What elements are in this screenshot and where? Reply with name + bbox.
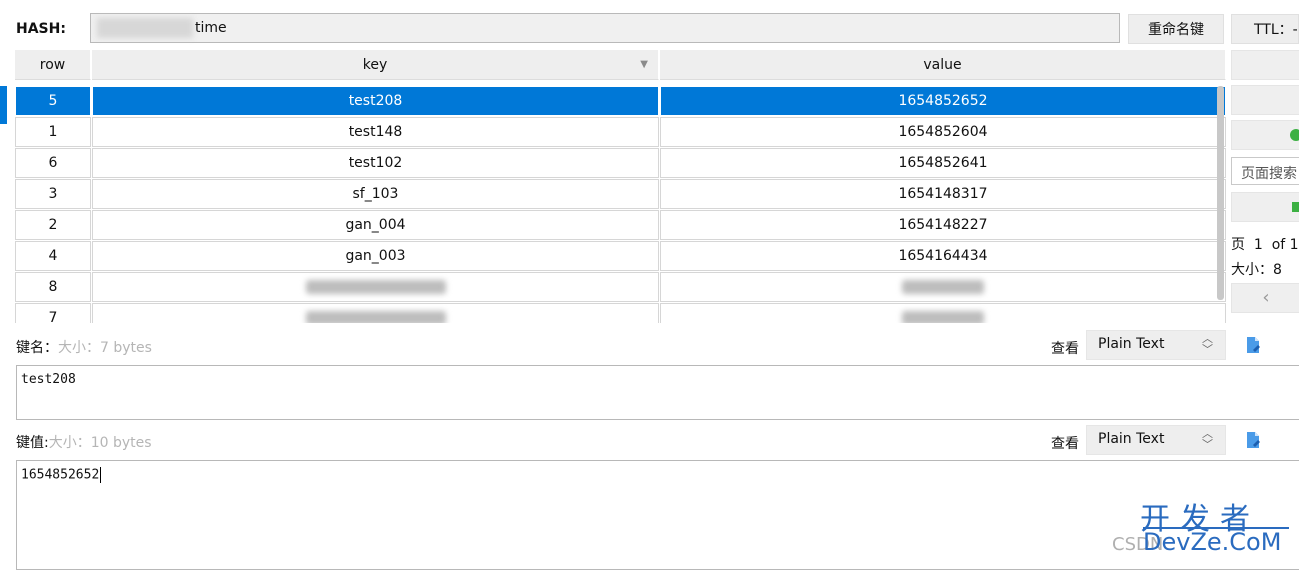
row-cell[interactable]: 7 — [15, 303, 91, 323]
value-cell[interactable]: 1654164434 — [660, 241, 1226, 271]
watermark-site: DevZe.CoM — [1143, 528, 1282, 556]
save-file-icon[interactable] — [1245, 431, 1261, 449]
text-caret — [100, 467, 102, 483]
row-cell[interactable]: 6 — [15, 148, 91, 178]
blurred-value — [902, 280, 984, 294]
ttl-button[interactable]: TTL：- — [1231, 14, 1299, 44]
key-size-hint: 大小：7 bytes — [58, 340, 152, 356]
value-editor-header: 键值:大小：10 bytes — [16, 432, 152, 452]
key-editor[interactable]: test208 — [16, 365, 1299, 420]
add-row-button[interactable] — [1231, 192, 1299, 222]
watermark-divider — [1143, 527, 1289, 529]
value-size-hint: 大小：10 bytes — [48, 435, 152, 451]
column-header-row[interactable]: row — [15, 50, 91, 80]
table-row[interactable]: 5 test208 1654852652 — [15, 86, 1227, 117]
table-row[interactable]: 1 test148 1654852604 — [15, 117, 1227, 148]
value-cell[interactable] — [660, 303, 1226, 323]
reload-button[interactable] — [1231, 120, 1299, 150]
side-action-button-2[interactable] — [1231, 85, 1299, 115]
chevron-left-icon: ‹ — [1262, 287, 1270, 308]
key-label: 键名： — [16, 340, 58, 356]
value-format-value: Plain Text — [1098, 431, 1165, 447]
row-cell[interactable]: 8 — [15, 272, 91, 302]
table-scrollbar[interactable] — [1217, 86, 1224, 300]
hash-table[interactable]: row key ▼ value 5 test208 1654852652 1 t… — [15, 50, 1227, 323]
column-header-key-label: key — [362, 56, 388, 73]
watermark-title: 开发者 — [1140, 502, 1260, 537]
page-total: of 1 — [1271, 237, 1299, 253]
column-header-row-label: row — [39, 56, 66, 73]
key-cell[interactable]: test102 — [92, 148, 659, 178]
table-row[interactable]: 6 test102 1654852641 — [15, 148, 1227, 179]
key-cell[interactable] — [92, 272, 659, 302]
key-cell[interactable]: test148 — [92, 117, 659, 147]
selection-marker — [0, 86, 7, 124]
row-cell[interactable]: 3 — [15, 179, 91, 209]
side-action-button-1[interactable] — [1231, 50, 1299, 80]
key-editor-text: test208 — [21, 372, 76, 387]
row-cell[interactable]: 4 — [15, 241, 91, 271]
value-cell[interactable]: 1654852652 — [660, 86, 1226, 116]
column-header-key[interactable]: key ▼ — [92, 50, 659, 80]
table-row[interactable]: 8 — [15, 272, 1227, 303]
row-cell[interactable]: 2 — [15, 210, 91, 240]
hash-name-field[interactable]: time — [90, 13, 1120, 43]
column-header-value-label: value — [923, 56, 962, 73]
page-label: 页 — [1231, 237, 1245, 253]
key-format-value: Plain Text — [1098, 336, 1165, 352]
sort-desc-icon[interactable]: ▼ — [640, 59, 648, 70]
page-number[interactable]: 1 — [1253, 237, 1263, 253]
value-view-label: 查看 — [1051, 436, 1079, 452]
value-cell[interactable]: 1654852641 — [660, 148, 1226, 178]
blurred-value — [902, 311, 984, 323]
add-icon — [1292, 202, 1299, 212]
key-cell[interactable]: gan_004 — [92, 210, 659, 240]
value-editor-text: 1654852652 — [21, 467, 100, 483]
hash-name-suffix: time — [195, 20, 227, 36]
row-cell[interactable]: 1 — [15, 117, 91, 147]
key-editor-header: 键名：大小：7 bytes — [16, 337, 152, 357]
pagination-info: 页 1 of 1 — [1231, 234, 1299, 254]
hash-name-blurred — [97, 18, 193, 38]
row-cell[interactable]: 5 — [15, 86, 91, 116]
value-cell[interactable]: 1654852604 — [660, 117, 1226, 147]
value-cell[interactable]: 1654148317 — [660, 179, 1226, 209]
key-cell[interactable]: sf_103 — [92, 179, 659, 209]
key-cell[interactable]: gan_003 — [92, 241, 659, 271]
select-updown-icon: ︿ ﹀ — [1202, 427, 1213, 451]
table-row[interactable]: 7 — [15, 303, 1227, 323]
csdn-watermark: CSDN — [1112, 534, 1164, 555]
row-count: 大小：8 — [1231, 262, 1282, 278]
blurred-key — [305, 311, 446, 323]
key-view-label: 查看 — [1051, 341, 1079, 357]
table-row[interactable]: 3 sf_103 1654148317 — [15, 179, 1227, 210]
hash-label: HASH: — [16, 21, 66, 37]
blurred-key — [305, 280, 446, 294]
table-row[interactable]: 4 gan_003 1654164434 — [15, 241, 1227, 272]
value-label: 键值: — [16, 435, 49, 451]
reload-icon — [1290, 129, 1299, 141]
key-cell[interactable]: test208 — [92, 86, 659, 116]
value-cell[interactable] — [660, 272, 1226, 302]
key-format-select[interactable]: Plain Text ︿ ﹀ — [1086, 330, 1226, 360]
value-cell[interactable]: 1654148227 — [660, 210, 1226, 240]
prev-page-button[interactable]: ‹ — [1231, 283, 1299, 313]
key-cell[interactable] — [92, 303, 659, 323]
value-editor[interactable]: 1654852652 — [16, 460, 1299, 570]
page-search-input[interactable]: 页面搜索 — [1231, 157, 1299, 185]
column-header-value[interactable]: value — [660, 50, 1226, 80]
table-row[interactable]: 2 gan_004 1654148227 — [15, 210, 1227, 241]
rename-key-button[interactable]: 重命名键 — [1128, 14, 1224, 44]
select-updown-icon: ︿ ﹀ — [1202, 332, 1213, 356]
save-file-icon[interactable] — [1245, 336, 1261, 354]
value-format-select[interactable]: Plain Text ︿ ﹀ — [1086, 425, 1226, 455]
